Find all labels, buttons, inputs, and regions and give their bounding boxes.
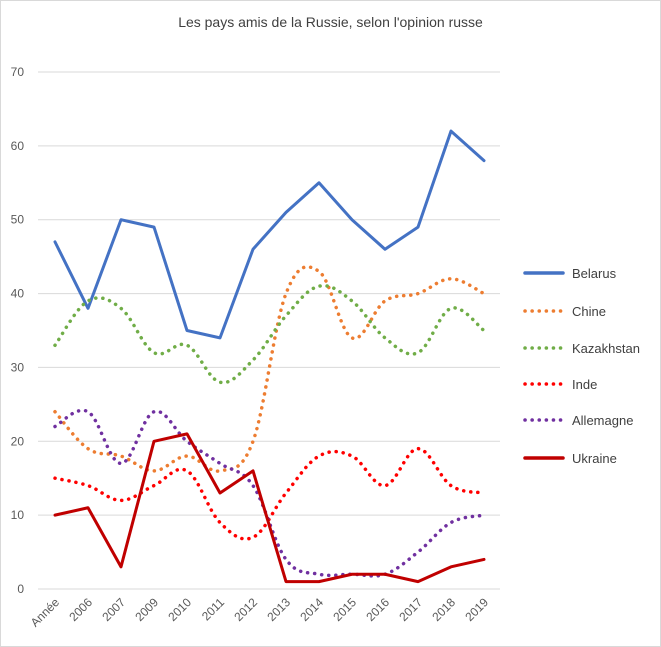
legend-label: Inde xyxy=(572,376,598,392)
legend-item: Allemagne xyxy=(522,410,633,430)
x-tick-label: 2009 xyxy=(132,595,161,624)
legend-swatch xyxy=(522,268,566,278)
x-tick-label: 2011 xyxy=(199,595,227,623)
x-tick-label: 2018 xyxy=(429,595,458,624)
x-axis-ticks: Année 2006 2007 2009 2010 2011 2012 2013 2014 201… xyxy=(28,595,492,630)
y-tick-label: 0 xyxy=(17,582,24,596)
y-tick-label: 60 xyxy=(11,139,25,153)
series-line-kazakhstan xyxy=(53,283,486,385)
y-tick-label: 10 xyxy=(11,508,25,522)
legend-swatch xyxy=(522,379,566,389)
chart-title: Les pays amis de la Russie, selon l'opin… xyxy=(178,14,483,30)
gridlines xyxy=(38,71,500,590)
x-tick-label: 2013 xyxy=(264,595,293,624)
x-tick-label: Année xyxy=(28,595,63,630)
legend-label: Kazakhstan xyxy=(572,340,640,356)
legend-swatch xyxy=(522,343,566,353)
y-tick-label: 50 xyxy=(11,213,25,227)
legend-item: Kazakhstan xyxy=(522,338,640,358)
x-tick-label: 2016 xyxy=(363,595,392,624)
legend-swatch xyxy=(522,453,566,463)
x-tick-label: 2006 xyxy=(66,595,95,624)
series-line-allemagne xyxy=(53,408,486,578)
series-line-chine xyxy=(53,265,486,473)
x-tick-label: 2019 xyxy=(462,595,491,624)
legend-item: Chine xyxy=(522,301,606,321)
y-tick-label: 70 xyxy=(11,65,25,79)
y-axis-ticks: 0 10 20 30 40 50 60 70 xyxy=(11,65,25,596)
series-lines xyxy=(53,129,486,584)
legend-item: Inde xyxy=(522,374,597,394)
x-tick-label: 2015 xyxy=(330,595,359,624)
y-tick-label: 30 xyxy=(11,360,25,374)
legend-label: Belarus xyxy=(572,265,617,281)
series-line-belarus xyxy=(53,129,486,340)
y-tick-label: 40 xyxy=(11,287,25,301)
legend-item: Ukraine xyxy=(522,448,617,468)
legend-swatch xyxy=(522,306,566,316)
series-line-ukraine xyxy=(53,432,486,584)
x-tick-label: 2014 xyxy=(297,595,326,624)
legend-label: Chine xyxy=(572,303,606,319)
x-tick-label: 2007 xyxy=(99,595,128,624)
x-tick-label: 2012 xyxy=(231,595,260,624)
legend-label: Ukraine xyxy=(572,450,617,466)
legend-item: Belarus xyxy=(522,263,616,283)
y-tick-label: 20 xyxy=(11,434,25,448)
x-tick-label: 2017 xyxy=(396,595,425,624)
legend-swatch xyxy=(522,415,566,425)
x-tick-label: 2010 xyxy=(165,595,194,624)
legend-label: Allemagne xyxy=(572,412,634,428)
